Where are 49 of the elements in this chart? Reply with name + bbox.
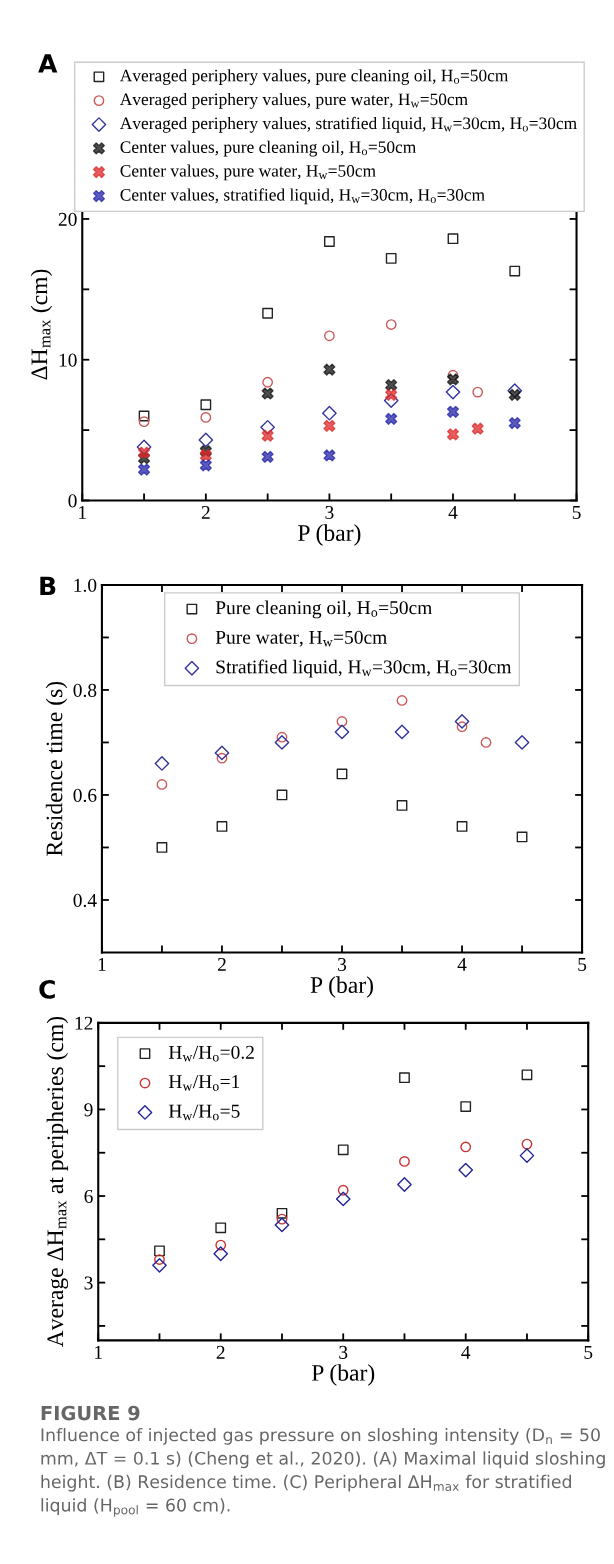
- chart-title: C: [39, 979, 55, 999]
- x-tick-label: 1: [79, 506, 86, 519]
- x-tick-label: 5: [578, 958, 587, 972]
- x-tick-label: 2: [201, 505, 210, 519]
- text: Influence of injected gas pressure on sloshing intensity (D$_{n}$ = 50 mm, ΔT = 0.1 s) (Cheng et al., 2020). (A) Maximal liquid sloshing height. (B) Residence time. (C) Peripheral ΔH$_{max}$ for stratified liquid (H$_{pool}$ = 60 cm).: [41, 1427, 605, 1517]
- legend-label: Pure cleaning oil, H$_{o}$=50cm: [215, 600, 433, 619]
- x-tick-label: 4: [461, 1345, 471, 1359]
- y-axis-title: Residence time (s): [45, 681, 68, 856]
- y-tick-label: 0.6: [73, 788, 97, 802]
- x-axis-title: P (bar): [311, 1364, 375, 1386]
- caption: FIGURE 9: [41, 1405, 140, 1421]
- x-axis-title: P (bar): [298, 524, 361, 546]
- legend-label: Averaged periphery values, pure cleaning oil, H$_{o}$=50cm: [119, 69, 509, 85]
- legend-label: Center values, pure water, H$_{w}$=50cm: [120, 164, 376, 181]
- y-tick-label: 0.8: [73, 683, 97, 697]
- legend-label: Averaged periphery values, stratified liquid, H$_{w}$=30cm, H$_{o}$=30cm: [119, 116, 577, 133]
- y-tick-label: 3: [84, 1276, 93, 1290]
- y-tick-label: 9: [84, 1103, 93, 1117]
- x-tick-label: 3: [339, 1345, 348, 1359]
- y-tick-label: 10: [59, 353, 77, 367]
- x-tick-label: 5: [584, 1345, 593, 1359]
- y-axis-title: Average ΔH$_{max}$ at peripheries (cm): [46, 1016, 69, 1348]
- x-tick-label: 3: [325, 505, 334, 520]
- legend-label: H$_{w}$/H$_{o}$=1: [168, 1075, 240, 1091]
- y-tick-label: 6: [84, 1189, 93, 1203]
- y-tick-label: 20: [58, 212, 77, 226]
- legend-label: H$_{w}$/H$_{o}$=0.2: [168, 1045, 254, 1062]
- legend-label: Pure water, H$_{w}$=50cm: [215, 630, 387, 647]
- y-tick-label: 0: [68, 494, 77, 508]
- legend-label: Stratified liquid, H$_{w}$=30cm, H$_{o}$=30cm: [216, 659, 512, 678]
- y-tick-label: 12: [75, 1016, 93, 1030]
- x-tick-label: 3: [338, 957, 347, 972]
- y-tick-label: 0.4: [73, 893, 97, 907]
- x-tick-label: 4: [457, 958, 467, 971]
- legend-label: Center values, stratified liquid, H$_{w}$=30cm, H$_{o}$=30cm: [120, 188, 485, 205]
- x-tick-label: 1: [98, 957, 106, 971]
- chart-title: B: [40, 576, 56, 595]
- y-axis-title: ΔH$_{max}$ (cm): [30, 269, 53, 380]
- x-axis-title: P (bar): [310, 976, 373, 998]
- x-tick-label: 5: [572, 506, 581, 520]
- x-tick-label: 2: [216, 1345, 225, 1359]
- legend-label: Averaged periphery values, pure water, H$_{w}$=50cm: [119, 92, 468, 109]
- x-tick-label: 2: [217, 957, 226, 971]
- legend-label: Center values, pure cleaning oil, H$_{o}$=50cm: [120, 140, 417, 157]
- chart-title: A: [38, 54, 58, 73]
- legend-label: H$_{w}$/H$_{o}$=5: [168, 1104, 240, 1121]
- x-tick-label: 4: [448, 506, 458, 519]
- y-tick-label: 1.0: [74, 578, 97, 592]
- x-tick-label: 1: [95, 1345, 102, 1359]
